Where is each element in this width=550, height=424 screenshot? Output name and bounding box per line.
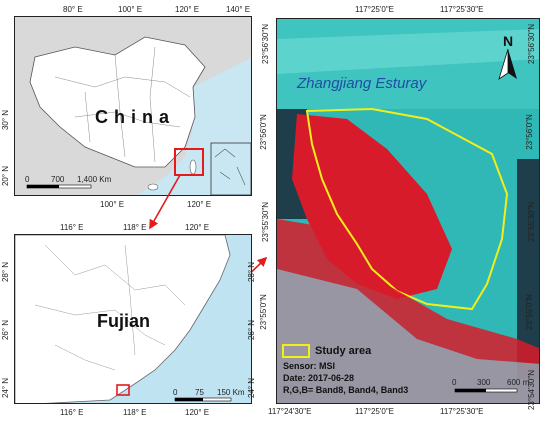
study-top-tick-25-30: 117°25'30"E: [440, 5, 484, 14]
study-scale-600: 600 m: [507, 378, 530, 387]
fujian-right-tick-28: 28° N: [247, 261, 257, 283]
fujian-scale-75: 75: [195, 388, 204, 397]
study-bottom-tick-24-30: 117°24'30"E: [268, 407, 312, 416]
study-right-tick-56-30: 23°56'30"N: [527, 23, 537, 65]
study-right-tick-55-0: 23°55'0"N: [524, 294, 534, 330]
study-left-tick-55-0: 23°55'0"N: [258, 294, 268, 330]
china-map-panel: China 0 700 1,400 Km: [14, 16, 252, 196]
fujian-top-tick-120: 120° E: [185, 223, 210, 232]
china-scale-0: 0: [25, 175, 30, 184]
fujian-bottom-tick-120: 120° E: [185, 408, 210, 417]
fujian-left-tick-24: 24° N: [1, 377, 11, 399]
study-area-panel: Zhangjiang Esturay N Study area Sensor: …: [276, 18, 540, 404]
china-bottom-tick-120: 120° E: [187, 200, 212, 209]
fujian-top-tick-118: 118° E: [123, 223, 147, 232]
fujian-map-panel: Fujian 0 75 150 Km: [14, 234, 252, 404]
study-left-tick-56-30: 23°56'30"N: [261, 23, 271, 65]
study-right-tick-54-30: 23°54'30"N: [527, 369, 537, 411]
fujian-top-tick-116: 116° E: [60, 223, 84, 232]
fujian-bottom-tick-116: 116° E: [60, 408, 84, 417]
fujian-scale-150: 150 Km: [217, 388, 245, 397]
fujian-left-tick-28: 28° N: [1, 261, 11, 283]
study-right-tick-56-0: 23°56'0"N: [524, 114, 534, 150]
estuary-title: Zhangjiang Esturay: [297, 75, 427, 92]
study-right-tick-55-30: 23°55'30"N: [527, 201, 537, 243]
china-bottom-tick-100: 100° E: [100, 200, 125, 209]
china-top-tick-80: 80° E: [63, 5, 83, 14]
fujian-label: Fujian: [97, 311, 150, 331]
china-map-graphic: [26, 36, 251, 195]
china-top-tick-140: 140° E: [226, 5, 251, 14]
study-bottom-tick-25-30: 117°25'30"E: [440, 407, 484, 416]
study-scale-300: 300: [477, 378, 491, 387]
bands-text: R,G,B= Band8, Band4, Band3: [283, 385, 409, 395]
study-bottom-tick-25-0: 117°25'0"E: [355, 407, 395, 416]
fujian-right-tick-24: 24° N: [247, 377, 257, 399]
fujian-scale-0: 0: [173, 388, 178, 397]
sensor-text: Sensor: MSI: [283, 361, 336, 371]
satellite-image: [277, 19, 539, 403]
china-label: China: [95, 107, 176, 127]
legend-label: Study area: [315, 345, 372, 357]
study-left-tick-55-30: 23°55'30"N: [261, 201, 271, 243]
north-arrow-icon: N: [493, 33, 523, 85]
study-scale-0: 0: [452, 378, 457, 387]
fujian-left-tick-26: 26° N: [1, 319, 11, 341]
study-left-tick-56-0: 23°56'0"N: [258, 114, 268, 150]
fujian-right-tick-26: 26° N: [247, 319, 257, 341]
china-top-tick-120: 120° E: [175, 5, 200, 14]
north-label: N: [502, 33, 514, 49]
date-text: Date: 2017-06-28: [283, 373, 355, 383]
china-scale-700: 700: [51, 175, 65, 184]
fujian-map-graphic: [15, 235, 232, 403]
fujian-bottom-tick-118: 118° E: [123, 408, 147, 417]
china-top-tick-100: 100° E: [118, 5, 143, 14]
china-scale-1400: 1,400 Km: [77, 175, 112, 184]
study-top-tick-25-0: 117°25'0"E: [355, 5, 395, 14]
